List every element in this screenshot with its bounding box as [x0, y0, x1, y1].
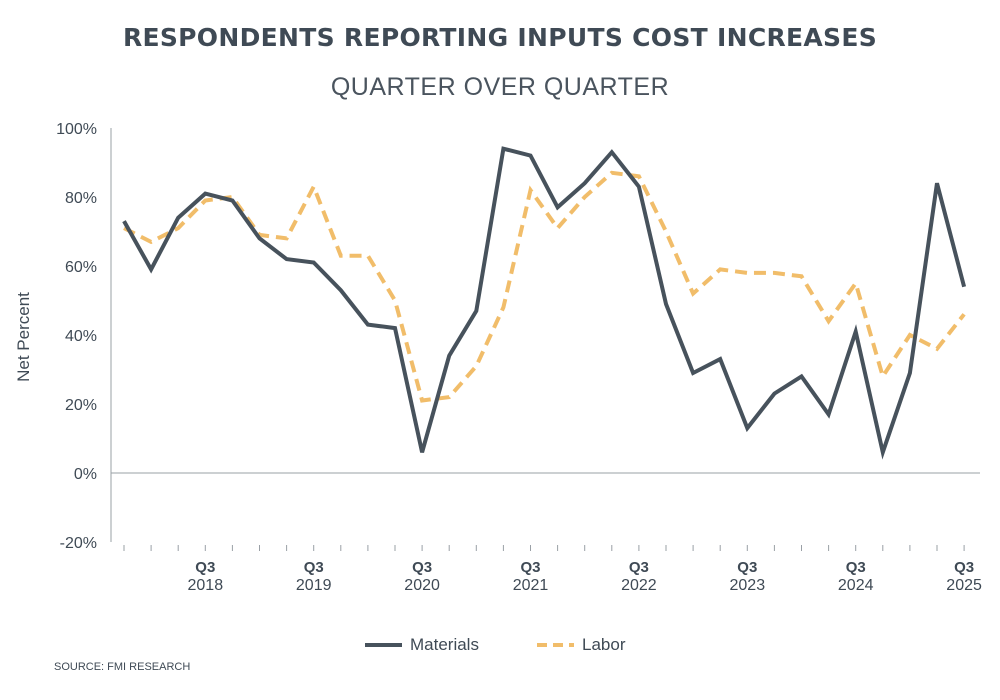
axes: [110, 128, 980, 551]
x-tick-year: 2025: [946, 577, 982, 594]
y-tick-label: 80%: [65, 190, 97, 207]
x-tick-labels: Q32018Q32019Q32020Q32021Q32022Q32023Q320…: [188, 559, 982, 594]
legend-label-materials: Materials: [410, 635, 479, 654]
series-lines: [122, 146, 967, 460]
series-line-labor: [123, 170, 966, 403]
x-tick-year: 2021: [513, 577, 549, 594]
y-tick-labels: 100% 80% 60% 40% 20% 0% -20%: [56, 121, 97, 552]
x-tick-year: 2022: [621, 577, 657, 594]
x-tick-year: 2023: [730, 577, 766, 594]
legend-label-labor: Labor: [582, 635, 626, 654]
x-tick-year: 2024: [838, 577, 874, 594]
y-tick-label: -20%: [60, 535, 97, 552]
y-tick-label: 60%: [65, 259, 97, 276]
x-tick-quarter: Q3: [629, 559, 649, 576]
x-tick-quarter: Q3: [304, 559, 324, 576]
y-axis-label: Net Percent: [14, 292, 33, 382]
series-line-materials: [122, 146, 967, 460]
x-tick-quarter: Q3: [846, 559, 866, 576]
x-tick-quarter: Q3: [520, 559, 540, 576]
x-tick-year: 2020: [404, 577, 440, 594]
y-tick-label: 20%: [65, 397, 97, 414]
source-note: SOURCE: FMI RESEARCH: [54, 661, 190, 673]
y-tick-label: 40%: [65, 328, 97, 345]
y-tick-label: 100%: [56, 121, 97, 138]
x-tick-year: 2019: [296, 577, 332, 594]
legend: Materials Labor: [365, 635, 626, 654]
x-tick-year: 2018: [188, 577, 224, 594]
y-tick-label: 0%: [74, 466, 97, 483]
chart-title: RESPONDENTS REPORTING INPUTS COST INCREA…: [123, 23, 877, 52]
x-tick-quarter: Q3: [195, 559, 215, 576]
x-tick-quarter: Q3: [737, 559, 757, 576]
chart-subtitle: QUARTER OVER QUARTER: [331, 73, 669, 101]
x-tick-quarter: Q3: [954, 559, 974, 576]
x-tick-quarter: Q3: [412, 559, 432, 576]
